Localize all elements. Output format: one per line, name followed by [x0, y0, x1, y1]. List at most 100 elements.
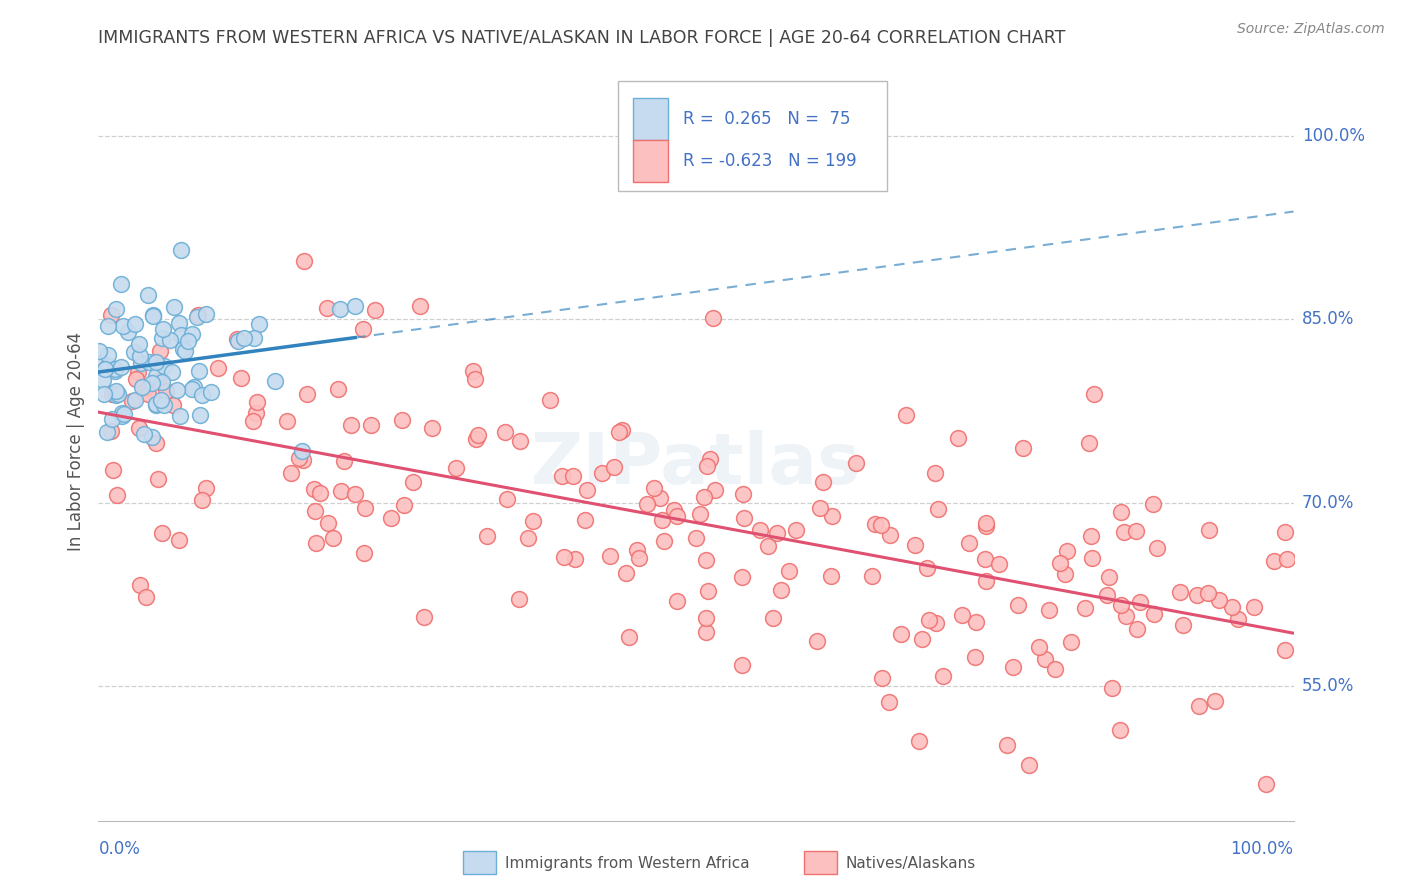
Point — [666, 594, 689, 608]
Point — [703, 483, 725, 498]
Point — [811, 475, 834, 489]
Point — [333, 453, 356, 467]
Point — [152, 359, 174, 374]
Point — [821, 509, 844, 524]
Point — [89, 343, 111, 358]
Point — [138, 355, 160, 369]
Point — [315, 301, 337, 315]
Point — [1060, 635, 1083, 649]
Point — [166, 384, 188, 398]
Point — [1204, 694, 1226, 708]
Point — [231, 371, 253, 385]
Point — [304, 504, 326, 518]
Point — [508, 591, 530, 606]
Point — [380, 511, 402, 525]
Point — [974, 552, 997, 566]
Point — [765, 525, 787, 540]
Point — [352, 322, 374, 336]
Point — [149, 343, 172, 358]
Point — [167, 533, 190, 548]
Point — [522, 514, 544, 528]
FancyBboxPatch shape — [804, 851, 837, 874]
Point — [291, 444, 314, 458]
Point — [1056, 544, 1078, 558]
Point — [769, 582, 792, 597]
Point — [145, 398, 167, 412]
Point — [1171, 618, 1194, 632]
Point — [607, 425, 630, 439]
Point — [172, 342, 194, 356]
Point — [697, 583, 720, 598]
Point — [392, 498, 415, 512]
Point — [141, 309, 163, 323]
Point — [820, 569, 842, 583]
Text: 0.0%: 0.0% — [98, 839, 141, 857]
Y-axis label: In Labor Force | Age 20-64: In Labor Force | Age 20-64 — [66, 332, 84, 551]
Point — [699, 451, 721, 466]
Point — [280, 466, 302, 480]
Point — [932, 668, 955, 682]
Point — [879, 527, 901, 541]
Point — [806, 634, 828, 648]
Point — [651, 513, 673, 527]
Point — [128, 421, 150, 435]
Point — [995, 738, 1018, 752]
Point — [183, 380, 205, 394]
Point — [946, 431, 969, 445]
Point — [1129, 595, 1152, 609]
Point — [97, 348, 120, 362]
Point — [1054, 566, 1077, 581]
Point — [553, 550, 575, 565]
Point — [364, 302, 387, 317]
Point — [974, 574, 997, 588]
Point — [1098, 570, 1121, 584]
Point — [104, 388, 127, 402]
Text: ZIPatlas: ZIPatlas — [531, 430, 860, 499]
Point — [110, 277, 132, 291]
Point — [360, 418, 382, 433]
Point — [1168, 584, 1191, 599]
Point — [232, 331, 254, 345]
Point — [409, 299, 432, 313]
Point — [1143, 607, 1166, 621]
Point — [612, 423, 634, 437]
Point — [169, 409, 191, 423]
Point — [91, 373, 114, 387]
Point — [188, 408, 211, 422]
Point — [1146, 541, 1168, 555]
Point — [145, 355, 167, 369]
Point — [128, 336, 150, 351]
Point — [461, 364, 484, 378]
Point — [538, 392, 561, 407]
Point — [145, 368, 167, 383]
Point — [167, 316, 190, 330]
Point — [863, 516, 886, 531]
Point — [733, 511, 755, 525]
Point — [1045, 662, 1067, 676]
Point — [316, 516, 339, 530]
Point — [191, 492, 214, 507]
Point — [1077, 435, 1099, 450]
Point — [1038, 602, 1060, 616]
Point — [758, 539, 780, 553]
Point — [173, 343, 195, 358]
Point — [152, 322, 174, 336]
Point — [974, 518, 997, 533]
Point — [413, 610, 436, 624]
Point — [643, 481, 665, 495]
Point — [1226, 612, 1249, 626]
Point — [925, 615, 948, 630]
Point — [141, 376, 163, 391]
Point — [136, 288, 159, 302]
Point — [246, 395, 269, 409]
Point — [965, 650, 987, 665]
Point — [869, 518, 891, 533]
Point — [1198, 523, 1220, 537]
Point — [304, 482, 326, 496]
Point — [129, 349, 152, 363]
Text: R = -0.623   N = 199: R = -0.623 N = 199 — [683, 152, 856, 170]
Point — [105, 384, 128, 398]
Text: Immigrants from Western Africa: Immigrants from Western Africa — [505, 855, 749, 871]
Point — [124, 393, 146, 408]
Point — [195, 481, 218, 495]
